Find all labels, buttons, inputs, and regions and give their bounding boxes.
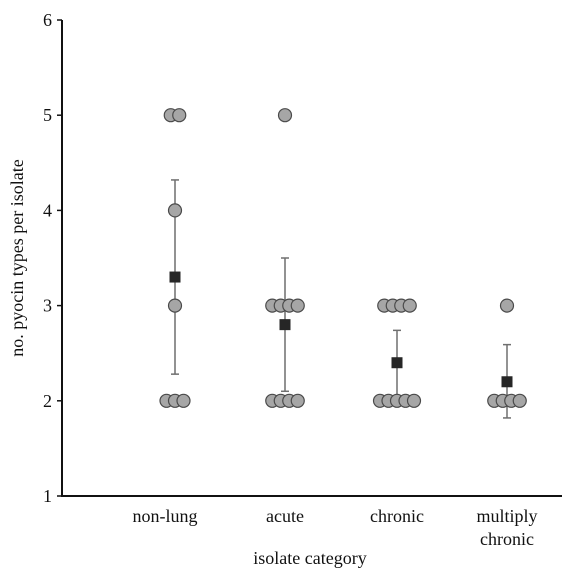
mean-marker (169, 271, 181, 283)
data-point (512, 393, 527, 408)
category-label: multiply (476, 506, 537, 526)
x-axis-title: isolate category (253, 548, 366, 568)
data-points (159, 108, 527, 408)
category-label: acute (266, 506, 304, 526)
data-point (172, 108, 187, 123)
error-bars (171, 179, 511, 419)
axes (57, 19, 562, 497)
y-tick-label-4: 4 (43, 200, 52, 220)
data-point (167, 203, 183, 218)
y-tick-label-1: 1 (43, 486, 52, 506)
y-tick-label-2: 2 (43, 391, 52, 411)
data-point (290, 298, 305, 313)
y-tick-label-3: 3 (43, 296, 52, 316)
data-point (176, 393, 191, 408)
mean-marker (391, 357, 403, 369)
labels: 1 2 3 4 5 6 non-lung acute chronic multiply chroni… (7, 10, 538, 568)
category-label: non-lung (133, 506, 198, 526)
mean-marker (279, 319, 291, 331)
y-tick-label-5: 5 (43, 105, 52, 125)
data-point (499, 298, 515, 313)
data-point (167, 298, 183, 313)
mean-markers (169, 271, 513, 388)
data-point (406, 393, 422, 408)
y-tick-label-6: 6 (43, 10, 52, 30)
mean-marker (501, 376, 513, 388)
y-axis-title: no. pyocin types per isolate (7, 159, 27, 356)
category-label: chronic (370, 506, 424, 526)
category-label: chronic (480, 529, 534, 549)
data-point (290, 393, 305, 408)
data-point (277, 108, 293, 123)
data-point (402, 298, 417, 313)
